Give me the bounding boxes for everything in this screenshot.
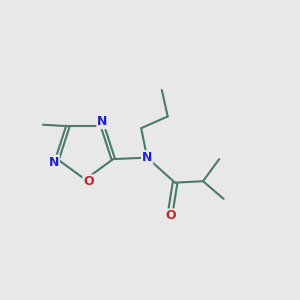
Text: O: O — [83, 175, 94, 188]
Text: N: N — [97, 115, 108, 128]
Text: N: N — [142, 151, 152, 164]
Text: O: O — [165, 209, 176, 222]
Text: N: N — [49, 155, 59, 169]
